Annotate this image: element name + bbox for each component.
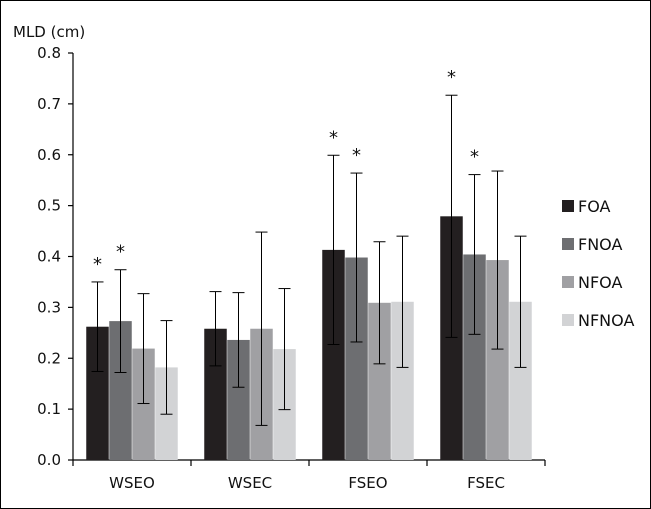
bar xyxy=(486,260,509,460)
axes: 0.0 0.1 0.2 0.3 0.4 0.5 0.6 0.7 0.8 WSEO WSEC FSEO F… xyxy=(37,44,546,492)
legend-label: NFNOA xyxy=(578,311,634,330)
significance-marker: * xyxy=(352,145,361,166)
bar xyxy=(463,254,486,460)
x-tick-label: WSEO xyxy=(109,474,155,492)
x-tick-label: FSEC xyxy=(467,474,505,492)
legend: FOA FNOA NFOA NFNOA xyxy=(562,197,634,330)
legend-label: NFOA xyxy=(578,273,622,292)
bar xyxy=(109,321,132,460)
y-tick-label: 0.1 xyxy=(37,400,61,418)
legend-swatch xyxy=(562,200,574,212)
legend-swatch xyxy=(562,238,574,250)
bar xyxy=(391,301,414,460)
legend-swatch xyxy=(562,276,574,288)
bar xyxy=(440,216,463,460)
bar xyxy=(322,249,345,460)
bar xyxy=(86,326,109,460)
y-axis-label: MLD (cm) xyxy=(13,23,85,41)
significance-marker: * xyxy=(93,254,102,275)
bar xyxy=(368,302,391,460)
legend-label: FOA xyxy=(578,197,611,216)
bar xyxy=(204,328,227,460)
bar xyxy=(227,339,250,460)
legend-label: FNOA xyxy=(578,235,622,254)
bar xyxy=(509,301,532,460)
significance-marker: * xyxy=(447,67,456,88)
y-tick-label: 0.3 xyxy=(37,298,61,316)
y-tick-label: 0.6 xyxy=(37,146,61,164)
y-tick-label: 0.0 xyxy=(37,451,61,469)
bars: * * * * * * xyxy=(86,67,532,460)
significance-marker: * xyxy=(470,147,479,168)
x-tick-label: WSEC xyxy=(228,474,272,492)
y-tick-label: 0.2 xyxy=(37,349,61,367)
significance-marker: * xyxy=(329,127,338,148)
y-tick-label: 0.5 xyxy=(37,197,61,215)
bar xyxy=(132,348,155,460)
bar xyxy=(345,257,368,460)
significance-marker: * xyxy=(116,242,125,263)
y-tick-label: 0.7 xyxy=(37,95,61,113)
y-tick-label: 0.8 xyxy=(37,44,61,62)
legend-swatch xyxy=(562,314,574,326)
x-tick-label: FSEO xyxy=(348,474,387,492)
y-tick-label: 0.4 xyxy=(37,248,61,266)
